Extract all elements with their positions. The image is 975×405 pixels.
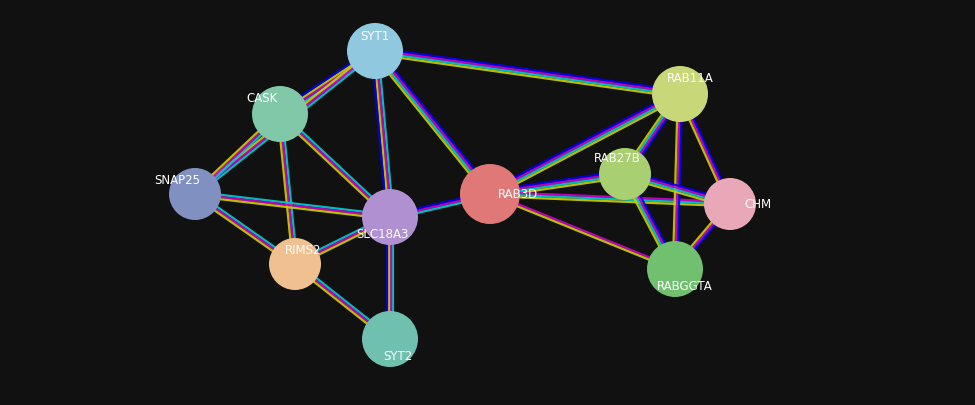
Text: RAB27B: RAB27B — [594, 152, 641, 165]
Circle shape — [362, 190, 418, 245]
Circle shape — [704, 179, 756, 230]
Circle shape — [367, 315, 413, 363]
Circle shape — [603, 153, 647, 196]
Circle shape — [599, 149, 651, 200]
Circle shape — [256, 91, 304, 139]
Circle shape — [273, 242, 317, 286]
Circle shape — [169, 168, 221, 220]
Circle shape — [362, 311, 418, 367]
Text: RAB11A: RAB11A — [667, 72, 714, 85]
Circle shape — [652, 67, 708, 123]
Text: RABGGTA: RABGGTA — [657, 279, 713, 292]
Text: SYT1: SYT1 — [361, 30, 390, 43]
Circle shape — [347, 24, 403, 80]
Circle shape — [252, 87, 308, 143]
Circle shape — [367, 194, 413, 241]
Circle shape — [460, 164, 520, 224]
Text: RIMS2: RIMS2 — [285, 243, 321, 256]
Text: SLC18A3: SLC18A3 — [356, 227, 409, 240]
Circle shape — [656, 71, 704, 119]
Text: CASK: CASK — [247, 92, 278, 105]
Text: RAB3D: RAB3D — [498, 188, 538, 201]
Circle shape — [651, 245, 699, 293]
Circle shape — [173, 173, 217, 217]
Text: CHM: CHM — [745, 198, 771, 211]
Circle shape — [351, 28, 399, 76]
Circle shape — [708, 182, 752, 226]
Circle shape — [464, 169, 516, 220]
Text: SNAP25: SNAP25 — [154, 173, 200, 186]
Circle shape — [647, 241, 703, 297]
Circle shape — [269, 239, 321, 290]
Text: SYT2: SYT2 — [383, 349, 412, 362]
